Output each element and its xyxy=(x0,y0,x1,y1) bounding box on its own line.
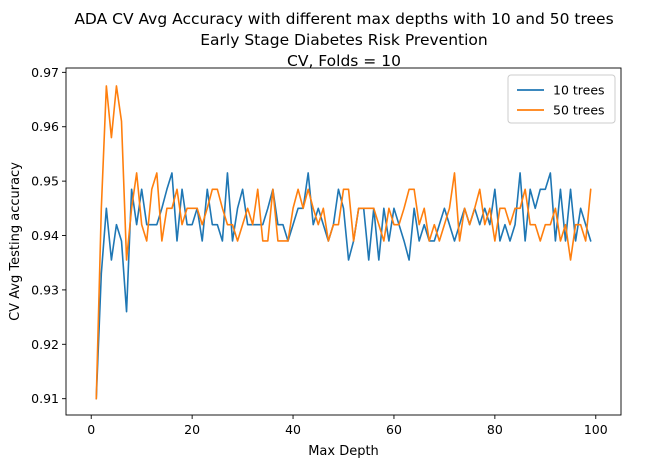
y-tick-label: 0.96 xyxy=(31,119,59,134)
x-tick-label: 20 xyxy=(184,422,200,437)
x-tick-label: 0 xyxy=(87,422,95,437)
y-tick-label: 0.94 xyxy=(31,228,59,243)
series-layer xyxy=(95,85,592,400)
legend-label: 10 trees xyxy=(553,83,605,98)
legend-frame xyxy=(507,74,616,124)
series-line-10-trees xyxy=(95,172,592,400)
y-tick-label: 0.95 xyxy=(31,174,59,189)
series-line-50-trees xyxy=(95,85,592,400)
x-tick-label: 100 xyxy=(584,422,608,437)
chart-subtitle-line-2: CV, Folds = 10 xyxy=(287,52,401,70)
y-tick-label: 0.91 xyxy=(31,391,59,406)
y-axis: 0.91 0.92 0.93 0.94 0.95 0.96 0.97 xyxy=(31,65,66,406)
chart-title: ADA CV Avg Accuracy with different max d… xyxy=(74,10,613,28)
x-tick-label: 60 xyxy=(386,422,402,437)
legend-label: 50 trees xyxy=(553,103,605,118)
x-axis: 0 20 40 60 80 100 xyxy=(87,415,608,437)
x-tick-label: 80 xyxy=(487,422,503,437)
plot-frame xyxy=(65,67,622,416)
chart-subtitle-line-1: Early Stage Diabetes Risk Prevention xyxy=(200,31,487,49)
y-tick-label: 0.93 xyxy=(31,282,59,297)
y-tick-label: 0.92 xyxy=(31,337,59,352)
legend: 10 trees 50 trees xyxy=(507,74,616,124)
y-axis-label: CV Avg Testing accuracy xyxy=(8,162,23,321)
y-tick-label: 0.97 xyxy=(31,65,59,80)
x-tick-label: 40 xyxy=(285,422,301,437)
x-axis-label: Max Depth xyxy=(308,444,379,459)
